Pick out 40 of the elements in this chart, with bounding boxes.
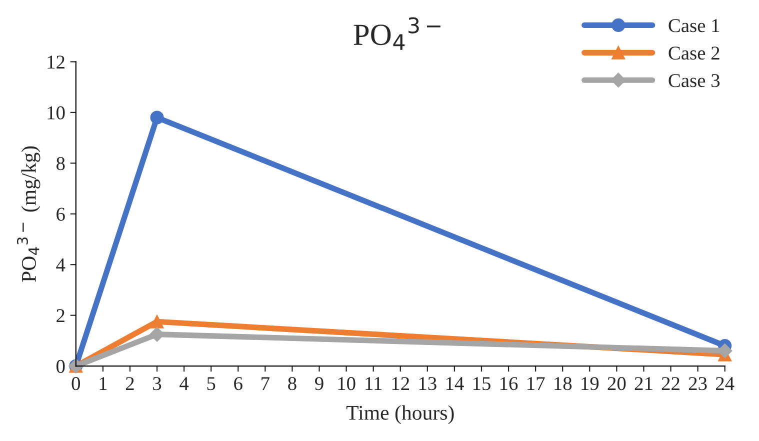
- x-tick-label: 13: [419, 377, 436, 390]
- x-tick-label: 10: [338, 377, 356, 390]
- y-tick-label: 12: [48, 56, 64, 68]
- x-tick-label: 19: [582, 377, 599, 390]
- x-tick-label: 22: [662, 377, 680, 390]
- legend-label: Case 3: [668, 74, 720, 88]
- point: [150, 314, 164, 328]
- x-tick-label: 3: [153, 377, 162, 390]
- x-tick-label: 18: [554, 377, 572, 390]
- x-tick-label: 20: [608, 377, 626, 390]
- legend-label: Case 1: [668, 19, 720, 32]
- x-tick-label: 4: [180, 377, 189, 390]
- x-tick-label: 24: [716, 377, 734, 390]
- x-tick-label: 5: [207, 377, 216, 390]
- x-tick-label: 17: [528, 377, 545, 390]
- y-tick-label: 6: [56, 208, 65, 221]
- point: [150, 110, 164, 124]
- x-tick-label: 16: [500, 377, 518, 390]
- chart-title: PO$_{4}$$^{3−}$: [354, 17, 440, 50]
- x-tick-label: 12: [392, 377, 410, 390]
- x-axis-title: Time (hours): [346, 405, 454, 424]
- x-tick-label: 1: [100, 377, 107, 390]
- x-tick-label: 14: [446, 377, 464, 390]
- y-tick-label: 4: [56, 258, 66, 272]
- x-tick-label: 7: [262, 377, 270, 390]
- x-tick-label: 15: [473, 377, 490, 390]
- legend-label: Case 2: [668, 46, 720, 60]
- x-tick-label: 23: [688, 377, 707, 390]
- x-tick-label: 0: [72, 377, 80, 390]
- x-tick-label: 21: [634, 377, 652, 390]
- y-axis-title: PO$_{4}$$^{3−}$ (mg/kg): [16, 146, 40, 282]
- x-tick-label: 9: [315, 377, 324, 390]
- y-tick-label: 2: [56, 309, 64, 322]
- x-tick-label: 2: [126, 377, 134, 390]
- x-tick-label: 8: [288, 377, 296, 390]
- x-tick-label: 6: [234, 377, 242, 390]
- y-tick-label: 10: [48, 106, 65, 120]
- y-tick-label: 8: [56, 156, 65, 170]
- y-tick-label: 0: [56, 360, 65, 373]
- x-tick-label: 11: [366, 377, 382, 390]
